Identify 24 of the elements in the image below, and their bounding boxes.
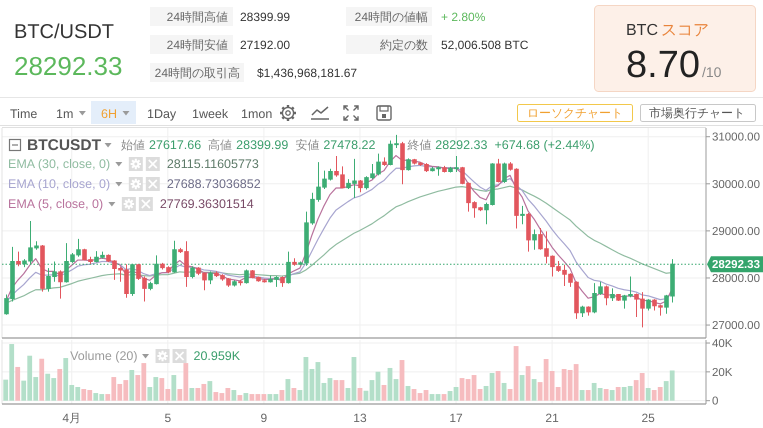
text: $1,436,968,181.67 [257,66,358,80]
text: 1mon [241,107,272,121]
text: /10 [702,64,722,80]
text: 24時間安値 [166,38,228,52]
text: 52,006.508 BTC [441,38,529,52]
text: Time [10,107,38,121]
text: 28399.99 [240,10,290,24]
text: 6H [101,107,117,121]
text: BTC [626,22,658,39]
text: 27192.00 [240,38,290,52]
text: 市場奥行チャート [649,106,745,120]
text: 1m [56,107,74,121]
text: 24時間高値 [166,10,228,24]
text: ローソクチャート [527,106,623,120]
text: 24時間の値幅 [354,10,428,24]
text: 約定の数 [380,38,428,52]
text: 24時間の取引高 [154,66,240,80]
text: 1week [192,107,229,121]
text: 28292.33 [14,51,122,81]
text: 8.70 [626,44,700,86]
text: スコア [661,22,709,39]
text: BTC/USDT [14,21,114,43]
text: 1Day [147,107,177,121]
text: + 2.80% [441,10,486,24]
